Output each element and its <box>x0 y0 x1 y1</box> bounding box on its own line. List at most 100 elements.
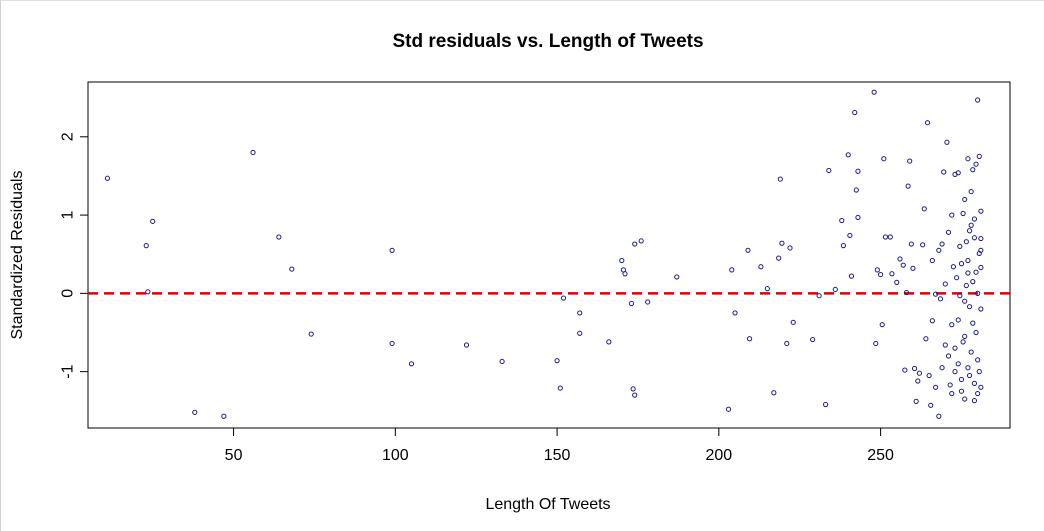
data-point-55 <box>852 109 858 116</box>
data-point-109 <box>966 372 973 379</box>
data-point-35 <box>746 336 753 342</box>
data-point-37 <box>764 286 770 292</box>
data-point-16 <box>557 385 563 391</box>
data-point-42 <box>784 340 790 347</box>
data-point-124 <box>960 339 966 345</box>
data-point-149 <box>952 369 958 375</box>
data-point-18 <box>577 310 583 316</box>
x-tick-label-0: 50 <box>225 447 243 464</box>
data-point-126 <box>962 396 968 402</box>
data-point-148 <box>949 322 955 328</box>
data-point-76 <box>910 265 916 271</box>
data-point-4 <box>192 409 198 415</box>
data-point-62 <box>877 271 884 278</box>
data-point-107 <box>965 156 971 162</box>
data-point-133 <box>970 279 976 285</box>
data-point-25 <box>630 386 636 392</box>
data-point-134 <box>971 380 978 386</box>
data-points <box>104 89 984 419</box>
data-point-147 <box>945 229 952 235</box>
data-point-53 <box>847 232 853 239</box>
data-point-71 <box>902 367 908 373</box>
data-point-56 <box>853 187 859 193</box>
data-point-61 <box>874 267 880 273</box>
x-axis-label: Length Of Tweets <box>485 496 610 513</box>
data-point-68 <box>894 279 900 285</box>
data-point-93 <box>942 342 948 348</box>
data-point-69 <box>897 256 903 262</box>
data-point-21 <box>619 257 625 264</box>
data-point-64 <box>881 156 887 162</box>
x-tick-label-1: 100 <box>382 447 409 464</box>
data-point-99 <box>952 345 958 351</box>
plot-area-box <box>87 81 1011 429</box>
data-point-14 <box>499 358 505 365</box>
data-point-158 <box>962 298 968 304</box>
data-point-80 <box>916 370 923 376</box>
data-point-89 <box>936 413 942 419</box>
data-point-156 <box>949 390 955 397</box>
data-point-9 <box>308 331 314 337</box>
data-point-82 <box>921 206 927 212</box>
data-point-103 <box>958 388 965 394</box>
data-point-117 <box>975 390 981 397</box>
data-point-59 <box>871 89 877 95</box>
data-point-112 <box>970 320 976 326</box>
data-point-73 <box>905 183 911 189</box>
data-point-90 <box>937 296 944 302</box>
data-point-94 <box>944 139 950 145</box>
data-point-115 <box>973 269 979 275</box>
data-point-128 <box>965 365 971 371</box>
data-point-105 <box>962 333 968 340</box>
data-point-138 <box>975 290 981 296</box>
data-point-143 <box>978 264 984 271</box>
data-point-52 <box>845 152 851 158</box>
data-point-106 <box>963 239 969 245</box>
data-point-132 <box>968 188 974 195</box>
data-point-86 <box>928 402 934 408</box>
data-point-122 <box>957 243 963 249</box>
data-point-45 <box>810 336 816 343</box>
data-point-48 <box>826 167 832 174</box>
data-point-60 <box>873 340 879 347</box>
y-axis: -1 0 1 2 <box>60 132 88 379</box>
data-point-66 <box>887 234 893 240</box>
data-point-142 <box>978 306 984 312</box>
data-point-63 <box>879 322 885 328</box>
data-point-114 <box>971 398 978 404</box>
data-point-95 <box>945 353 952 359</box>
data-point-83 <box>923 336 929 342</box>
data-point-116 <box>975 97 981 103</box>
data-point-153 <box>932 384 939 390</box>
data-point-154 <box>929 318 935 324</box>
data-point-8 <box>289 266 295 272</box>
data-point-137 <box>973 161 979 167</box>
data-point-2 <box>145 289 151 295</box>
data-point-26 <box>632 392 638 398</box>
data-point-33 <box>732 310 738 316</box>
data-point-72 <box>903 289 910 296</box>
data-point-87 <box>929 257 935 264</box>
data-point-32 <box>729 267 735 273</box>
data-point-28 <box>638 238 644 244</box>
data-point-157 <box>958 261 965 267</box>
x-axis: 50 100 150 200 250 <box>225 428 894 464</box>
data-point-29 <box>645 299 651 305</box>
chart-title: Std residuals vs. Length of Tweets <box>392 31 703 52</box>
data-point-145 <box>978 384 984 390</box>
data-point-79 <box>915 378 921 384</box>
data-point-13 <box>463 342 470 348</box>
y-tick-label-2: 1 <box>60 211 77 220</box>
data-point-47 <box>823 401 829 408</box>
data-point-54 <box>848 273 855 279</box>
y-axis-label: Standardized Residuals <box>9 171 26 340</box>
data-point-127 <box>963 282 969 289</box>
data-point-111 <box>970 167 976 173</box>
data-point-41 <box>779 240 785 246</box>
data-point-120 <box>955 317 961 323</box>
data-point-51 <box>840 243 846 249</box>
data-point-96 <box>947 382 953 388</box>
data-point-78 <box>913 398 919 404</box>
data-point-104 <box>960 210 966 217</box>
